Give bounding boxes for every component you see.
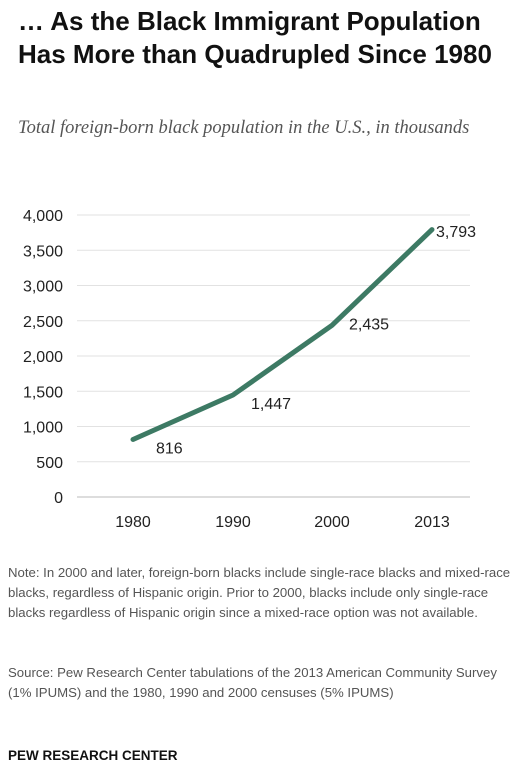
line-chart: 05001,0001,5002,0002,5003,0003,5004,000 … xyxy=(23,208,476,531)
y-tick-label: 500 xyxy=(36,455,63,472)
chart-subtitle: Total foreign-born black population in t… xyxy=(18,118,470,138)
data-label: 2,435 xyxy=(349,317,389,334)
y-tick-label: 1,500 xyxy=(23,384,63,401)
data-labels: 816 1,447 2,435 3,793 xyxy=(156,224,476,458)
chart-note: Note: In 2000 and later, foreign-born bl… xyxy=(8,565,511,620)
chart-source: Source: Pew Research Center tabulations … xyxy=(8,665,497,700)
y-tick-label: 3,000 xyxy=(23,279,63,296)
data-label: 816 xyxy=(156,441,183,458)
chart-title: … As the Black Immigrant Population Has … xyxy=(18,6,492,69)
y-tick-label: 3,500 xyxy=(23,243,63,260)
series-line xyxy=(130,227,435,442)
x-tick-label: 2013 xyxy=(414,514,450,531)
y-tick-label: 4,000 xyxy=(23,208,63,225)
x-axis-ticks: 1980 1990 2000 2013 xyxy=(115,514,450,531)
y-tick-label: 1,000 xyxy=(23,420,63,437)
x-tick-label: 1990 xyxy=(215,514,251,531)
y-tick-label: 2,500 xyxy=(23,314,63,331)
y-tick-label: 2,000 xyxy=(23,349,63,366)
gridlines xyxy=(77,214,470,498)
x-tick-label: 2000 xyxy=(314,514,350,531)
y-axis-ticks: 0 500 1,000 1,500 2,000 2,500 3,000 3,500 4,000 xyxy=(23,208,63,507)
y-tick-label: 0 xyxy=(54,490,63,507)
x-tick-label: 1980 xyxy=(115,514,151,531)
footer-credit: PEW RESEARCH CENTER xyxy=(8,748,178,763)
data-label: 3,793 xyxy=(436,224,476,241)
data-label: 1,447 xyxy=(251,396,291,413)
series-lines xyxy=(130,227,435,442)
